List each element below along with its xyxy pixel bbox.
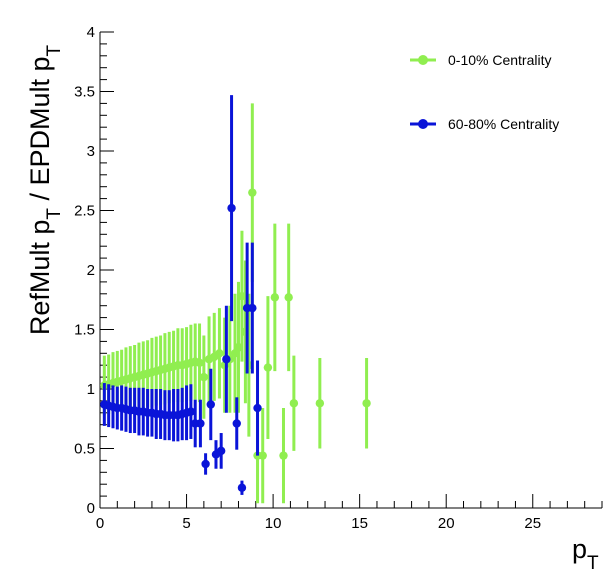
x-axis-title: pT	[572, 534, 599, 574]
x-tick-label: 0	[96, 515, 104, 532]
data-point	[201, 459, 210, 469]
y-tick-label: 2	[87, 262, 95, 279]
data-point	[206, 400, 215, 409]
x-tick-label: 25	[524, 515, 541, 532]
y-tick-label: 0.5	[74, 441, 95, 458]
x-tick-label: 5	[182, 515, 190, 532]
y-tick-label: 0	[87, 500, 95, 517]
y-tick-label: 1	[87, 381, 95, 398]
data-point	[263, 363, 273, 372]
legend-marker-0	[418, 55, 428, 65]
data-point	[186, 407, 196, 416]
data-point	[232, 419, 241, 428]
data-point	[270, 293, 280, 302]
data-point	[248, 188, 257, 197]
legend: 0-10% Centrality 60-80% Centrality	[410, 52, 559, 132]
x-tick-label: 20	[438, 515, 455, 532]
data-point	[195, 358, 204, 368]
data-point	[289, 399, 299, 408]
x-tick-label: 10	[265, 515, 282, 532]
y-axis-title: RefMult pT / EPDMult pT	[25, 44, 65, 335]
y-tick-label: 3.5	[74, 84, 95, 101]
data-point	[215, 349, 224, 358]
data-point	[216, 446, 226, 456]
data-point	[248, 303, 257, 313]
legend-label-0: 0-10% Centrality	[448, 52, 552, 68]
series-0	[100, 103, 371, 504]
data-point	[362, 399, 371, 408]
y-tick-label: 3	[87, 143, 95, 160]
y-tick-label: 4	[87, 24, 95, 41]
data-point	[253, 403, 262, 413]
series-layer	[100, 95, 371, 504]
data-point	[227, 203, 236, 213]
data-point	[222, 355, 231, 364]
x-tick-label: 15	[351, 515, 368, 532]
legend-marker-1	[418, 119, 428, 129]
data-point	[237, 483, 247, 492]
data-point	[196, 419, 205, 428]
data-point	[279, 451, 288, 460]
series-1	[100, 95, 262, 495]
y-ticks: 0 0.5 1 1.5 2 2.5 3 3.5 4	[74, 24, 114, 517]
y-tick-label: 1.5	[74, 322, 95, 339]
y-tick-label: 2.5	[74, 203, 95, 220]
x-ticks: 0 5 10 15 20 25	[96, 494, 603, 532]
legend-label-1: 60-80% Centrality	[448, 116, 559, 132]
legend-entry-0: 0-10% Centrality	[410, 52, 552, 68]
data-point	[199, 372, 209, 382]
legend-entry-1: 60-80% Centrality	[410, 116, 559, 132]
data-point	[258, 451, 267, 460]
data-point	[284, 293, 293, 302]
data-point	[315, 399, 325, 408]
frame	[99, 32, 602, 509]
